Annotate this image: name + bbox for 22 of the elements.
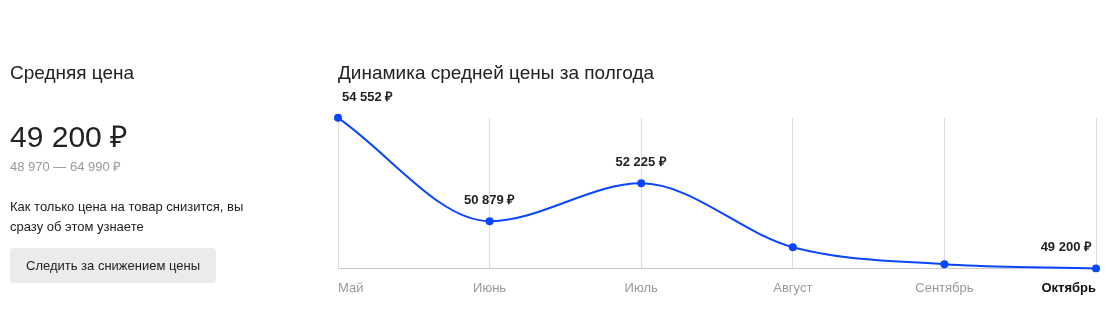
point [788,243,797,252]
text: Средняя цена [10,62,135,84]
data-label: 49 200 ₽ [1040,239,1092,255]
x-tick-label: Июль [624,279,659,295]
x-tick-label: Июнь [473,279,507,295]
x-tick-label: Октябрь [1041,279,1096,295]
text: Как только цена на товар снизится, вы сразу об этом узнаете [10,198,245,236]
x-tick-label: Сентябрь [915,279,974,295]
point [485,217,494,226]
data-label: 50 879 ₽ [463,192,516,208]
point [334,113,342,122]
point [1092,264,1100,273]
x-tick-label: Август [773,279,813,295]
chart-title: Динамика средней цены за полгода [338,61,655,83]
text: 49 200 ₽ [10,119,128,155]
data-label: 52 225 ₽ [615,154,667,170]
x-tick-label: Май [338,279,364,295]
point [940,260,949,269]
data-label: 54 552 ₽ [342,88,394,104]
text: Следить за снижением цены [10,248,217,283]
point [637,179,646,188]
text: 48 970 — 64 990 ₽ [10,158,122,175]
